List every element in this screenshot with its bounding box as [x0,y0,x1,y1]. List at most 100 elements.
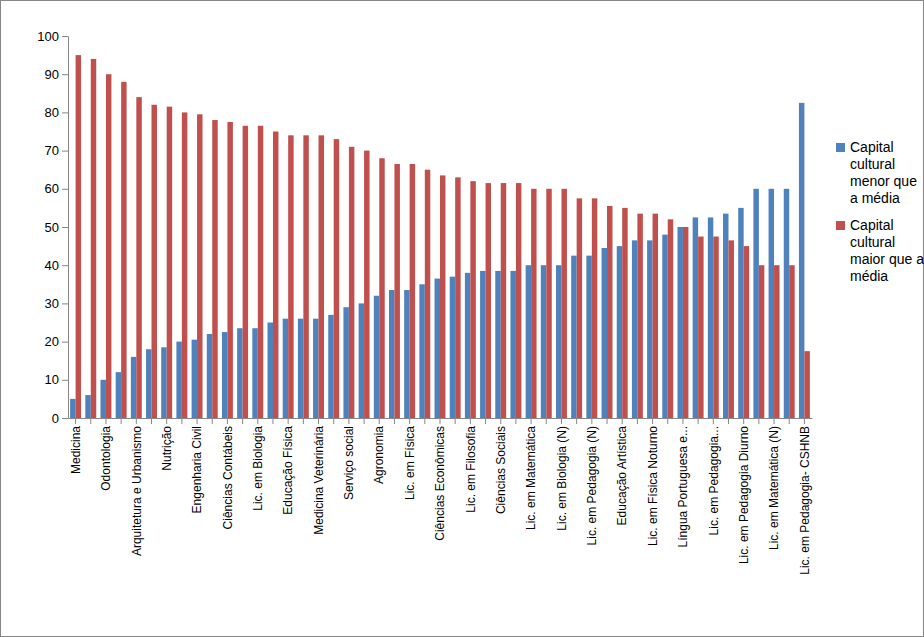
y-tick: 40 [45,258,68,273]
bar [243,126,248,418]
bar [404,290,409,418]
bar [273,132,278,419]
x-tick-mark [591,418,592,424]
bar [374,296,379,418]
bar [121,82,126,418]
x-tick-mark [303,418,304,424]
y-tick-label: 70 [45,143,59,158]
x-tick: Medicina [69,418,83,474]
x-tick-mark [181,418,182,424]
bar [526,265,531,418]
x-axis: Medicina Odontologia Arquitetura e Urbanis… [69,418,813,575]
x-tick-mark [774,418,775,424]
x-tick-mark [136,418,137,424]
x-tick-mark [485,418,486,424]
bar [450,277,455,418]
y-tick-mark [62,151,68,152]
legend-item: Capitalculturalmenor quea média [836,139,917,206]
x-tick-mark [758,418,759,424]
x-tick-mark [743,418,744,424]
bar [258,126,263,418]
x-tick-mark [440,418,441,424]
y-tick-label: 10 [45,372,59,387]
bar [698,237,703,418]
bar [136,97,141,418]
x-tick: Língua Portuguesa e... [676,418,690,547]
bar [637,214,642,418]
y-tick-mark [62,227,68,228]
y-tick-mark [62,74,68,75]
x-tick-label: Odontologia [99,426,113,491]
x-tick-label: Educação Artística [615,426,629,526]
bar [100,380,105,418]
series [70,103,804,418]
x-tick-label: Lic. em Pedagogia... [707,426,721,535]
y-tick-label: 90 [45,67,59,82]
bar [76,55,81,418]
bar [744,246,749,418]
x-tick: Lic. em Filosofia [464,418,478,513]
plot: 0102030405060708090100MedicinaOdontologi… [37,29,812,575]
x-tick-mark [288,418,289,424]
x-tick-mark [75,418,76,424]
x-tick-mark [333,418,334,424]
bar [343,307,348,418]
x-tick-label: Lic. em Pedagogia Diurno [737,426,751,564]
x-tick [333,418,334,424]
x-tick-mark [607,418,608,424]
x-tick: Lic. em Física [403,418,417,500]
bar [541,265,546,418]
x-tick: Ciências Sociais [494,418,508,514]
bar [268,323,273,419]
x-tick-label: Língua Portuguesa e... [676,426,690,547]
y-tick: 50 [45,220,68,235]
bar [647,240,652,418]
x-tick: Lic. em Matemática [524,418,538,530]
bar [252,328,257,418]
x-tick-mark [713,418,714,424]
x-tick-mark [561,418,562,424]
x-tick: Educação Artística [615,418,629,525]
x-tick [121,418,122,424]
y-tick: 90 [45,67,68,82]
x-tick-mark [318,418,319,424]
bar [131,357,136,418]
y-tick-mark [62,303,68,304]
x-tick-label: Lic. em Filosofia [464,426,478,513]
x-tick-mark [667,418,668,424]
x-tick: Lic. em Pedagogia (N) [585,418,599,545]
x-tick-label: Arquitetura e Urbanismo [130,426,144,556]
x-tick-mark [546,418,547,424]
y-tick-mark [62,265,68,266]
x-tick: Ciências Contábeis [221,418,235,529]
bar [410,164,415,418]
x-tick [667,418,668,424]
bar [440,175,445,418]
x-tick-label: Medicina [69,426,83,474]
x-tick [394,418,395,424]
x-tick [151,418,152,424]
bar [435,279,440,418]
y-tick-label: 0 [52,411,59,426]
bar [207,334,212,418]
x-tick [181,418,182,424]
x-tick [637,418,638,424]
y-axis: 0102030405060708090100 [37,29,68,426]
x-tick: Lic. em Biologia (N) [555,418,569,531]
bar [283,319,288,418]
y-tick: 70 [45,143,68,158]
x-tick-mark [105,418,106,424]
y-tick-label: 100 [37,29,59,44]
bar [713,237,718,418]
y-tick: 10 [45,372,68,387]
x-tick-label: Nutrição [160,426,174,471]
x-tick [303,418,304,424]
x-tick-mark [470,418,471,424]
x-tick-mark [515,418,516,424]
legend-label: Capitalculturalmaior que amédia [850,217,924,284]
y-tick-label: 30 [45,296,59,311]
x-tick-mark [455,418,456,424]
bar [394,164,399,418]
bar [708,217,713,418]
x-tick: Educação Física [281,418,295,515]
